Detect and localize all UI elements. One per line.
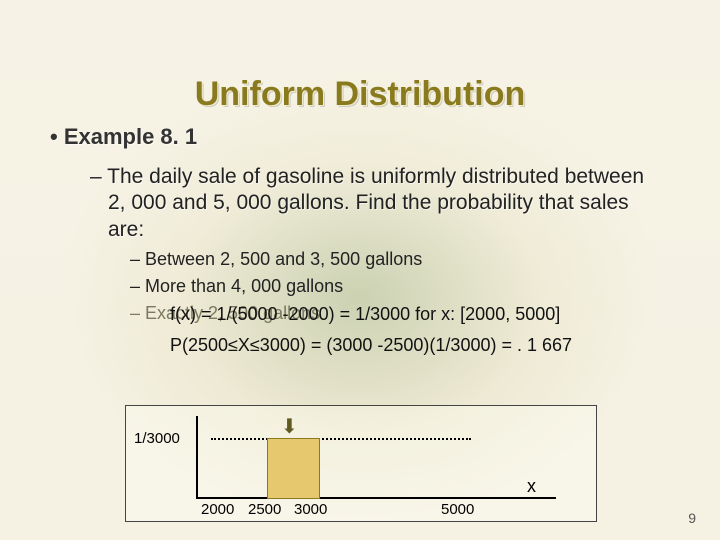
- chart-area: 1/3000 ⬇ 2000 2500 3000 5000 x: [126, 406, 596, 521]
- arrow-down-icon: ⬇: [281, 414, 298, 439]
- x-axis: [196, 497, 556, 499]
- x-axis-label: x: [527, 476, 536, 497]
- slide-title: Uniform Distribution: [40, 75, 680, 114]
- formula-probability: P(2500≤X≤3000) = (3000 -2500)(1/3000) = …: [170, 335, 680, 356]
- probability-highlight-region: [267, 438, 320, 499]
- sub-item-b-text: More than 4, 000 gallons: [145, 276, 343, 296]
- page-number: 9: [688, 510, 696, 526]
- problem-statement: The daily sale of gasoline is uniformly …: [90, 164, 650, 243]
- example-heading-text: Example 8. 1: [64, 124, 197, 149]
- example-heading: Example 8. 1: [50, 124, 680, 150]
- slide: Uniform Distribution Example 8. 1 The da…: [0, 0, 720, 540]
- formula-density: f(x) = 1/(5000 -2000) = 1/3000 for x: [2…: [170, 304, 680, 325]
- pdf-plateau-line: [211, 438, 471, 440]
- sub-item-a-text: Between 2, 500 and 3, 500 gallons: [145, 249, 422, 269]
- y-axis-label: 1/3000: [134, 430, 180, 447]
- sub-item-a: Between 2, 500 and 3, 500 gallons: [130, 249, 680, 270]
- sub-item-b: More than 4, 000 gallons: [130, 276, 680, 297]
- x-tick-2000: 2000: [201, 501, 234, 518]
- x-tick-2500: 2500: [248, 501, 281, 518]
- x-tick-5000: 5000: [441, 501, 474, 518]
- problem-text: The daily sale of gasoline is uniformly …: [107, 165, 644, 241]
- y-axis: [196, 416, 198, 499]
- uniform-pdf-chart: 1/3000 ⬇ 2000 2500 3000 5000 x: [125, 405, 597, 522]
- x-tick-3000: 3000: [294, 501, 327, 518]
